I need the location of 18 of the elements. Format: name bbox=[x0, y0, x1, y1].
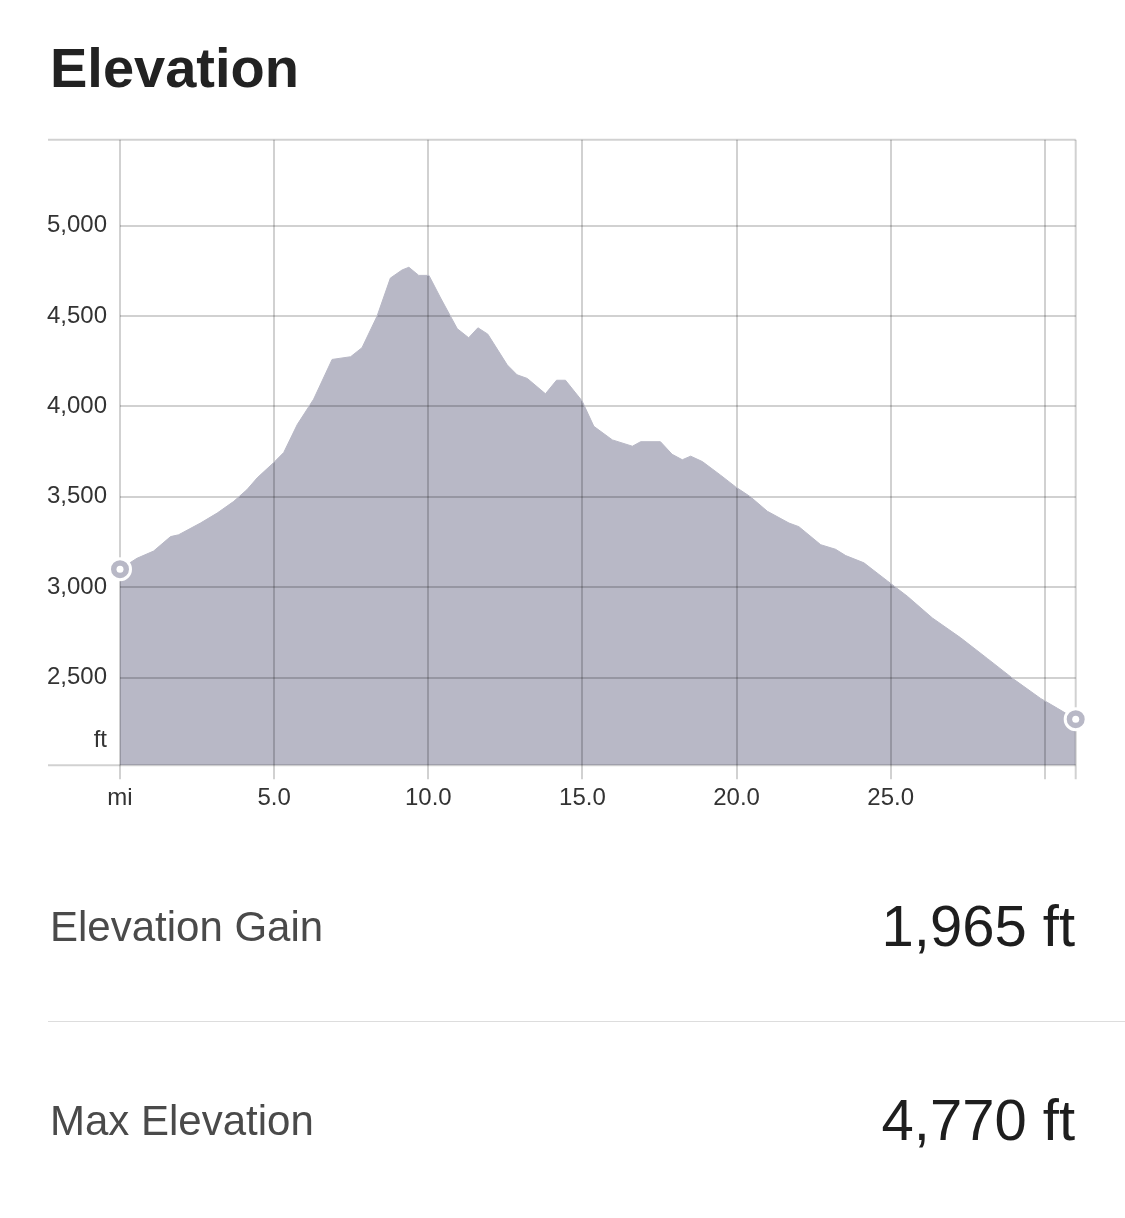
text: Elevation Gain bbox=[50, 903, 324, 950]
x-tick-label: 5.0 bbox=[257, 783, 291, 811]
x-tick-label: 15.0 bbox=[559, 783, 606, 811]
y-axis-title: ft bbox=[93, 724, 108, 752]
chart-title: Elevation bbox=[50, 35, 299, 99]
text: 1,965 ft bbox=[881, 893, 1075, 958]
y-tick-label: 3,500 bbox=[46, 481, 107, 509]
x-tick-label: 10.0 bbox=[404, 783, 452, 811]
x-axis-title: mi bbox=[107, 783, 133, 811]
y-tick-label: 2,500 bbox=[46, 662, 107, 690]
y-tick-label: 4,500 bbox=[46, 300, 107, 328]
x-tick-label: 25.0 bbox=[867, 783, 915, 811]
text: Max Elevation bbox=[50, 1097, 314, 1144]
x-tick-label: 20.0 bbox=[713, 783, 760, 811]
y-tick-label: 3,000 bbox=[46, 571, 107, 599]
y-tick-label: 5,000 bbox=[46, 210, 107, 238]
text: 4,770 ft bbox=[881, 1087, 1075, 1152]
y-tick-label: 4,000 bbox=[46, 391, 107, 419]
